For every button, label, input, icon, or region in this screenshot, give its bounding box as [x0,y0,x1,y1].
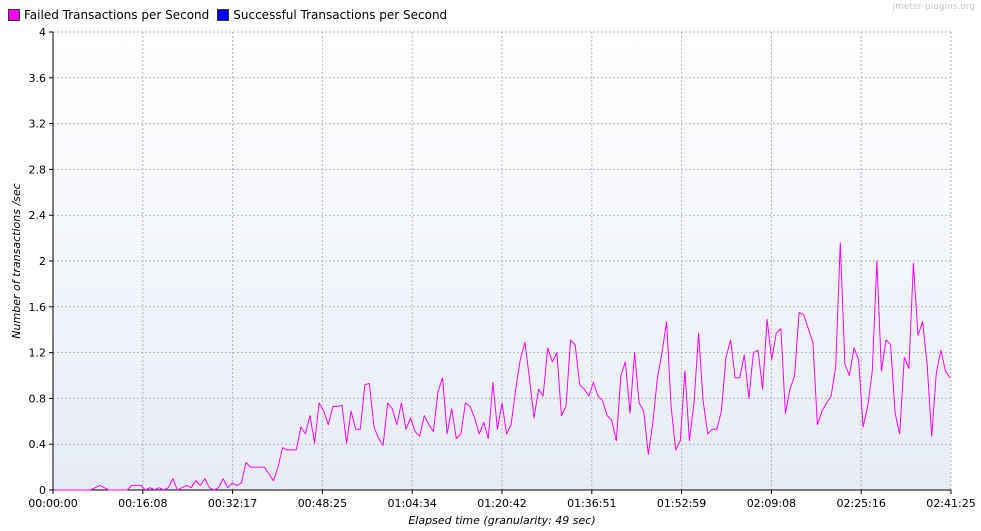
y-tick-label: 0.8 [29,392,47,405]
legend-label-failed: Failed Transactions per Second [24,8,210,22]
x-tick-label: 01:52:59 [657,497,706,510]
y-tick-label: 2.4 [29,209,47,222]
y-tick-label: 4 [39,26,46,39]
legend-swatch-successful [217,9,230,21]
legend-item-failed: Failed Transactions per Second [8,8,209,22]
x-tick-label: 01:20:42 [477,497,526,510]
y-axis-title: Number of transactions /sec [10,183,23,338]
x-tick-label: 01:04:34 [387,497,436,510]
legend-swatch-failed [8,9,20,21]
x-tick-label: 00:00:00 [28,497,77,510]
x-tick-label: 00:32:17 [208,497,257,510]
x-tick-labels: 00:00:00 00:16:08 00:32:17 00:48:25 01:04:34… [28,497,975,510]
x-tick-label: 02:25:16 [836,497,885,510]
x-axis-title: Elapsed time (granularity: 49 sec) [408,514,595,527]
legend: Failed Transactions per Second Successfu… [8,6,455,24]
y-tick-label: 3.2 [29,118,47,131]
y-tick-label: 0 [39,484,46,497]
series-line-failed [54,242,951,491]
y-tick-label: 2.8 [29,163,47,176]
x-tick-label: 02:41:25 [926,497,975,510]
x-tick-label: 01:36:51 [567,497,616,510]
x-tick-label: 02:09:08 [747,497,796,510]
series-layer [54,242,951,491]
legend-item-successful: Successful Transactions per Second [217,8,447,22]
y-tick-label: 0.4 [29,438,47,451]
x-tick-label: 00:48:25 [298,497,347,510]
y-tick-label: 1.6 [29,301,47,314]
axes [49,31,952,494]
y-tick-label: 3.6 [29,72,47,85]
watermark: jmeter-plugins.org [892,2,975,12]
legend-label-successful: Successful Transactions per Second [233,8,448,22]
y-tick-labels: 0 0.4 0.8 1.2 1.6 2 2.4 2.8 3.2 3.6 4 [29,26,47,497]
x-tick-label: 00:16:08 [118,497,167,510]
y-tick-label: 2 [39,255,46,268]
y-tick-label: 1.2 [29,347,47,360]
